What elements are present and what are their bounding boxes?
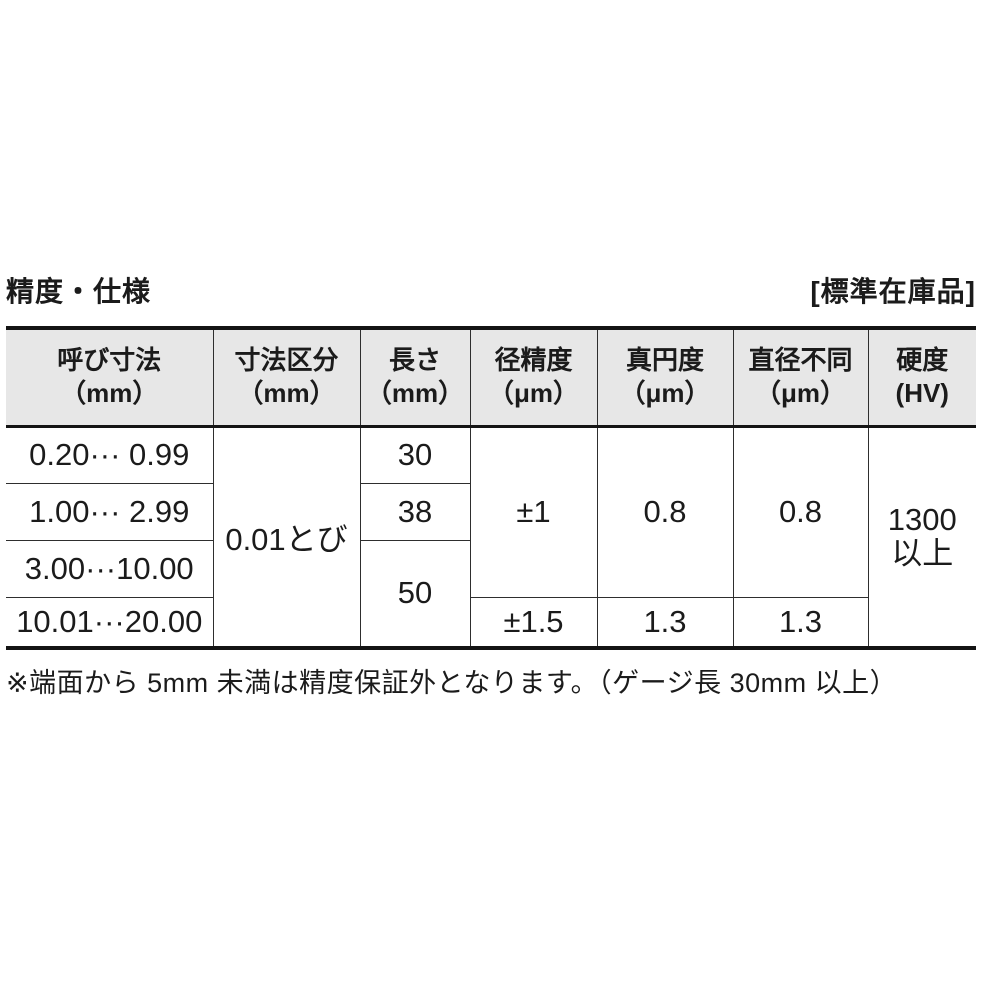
col-header-unit: （mm） xyxy=(60,378,159,409)
cell-roundness: 1.3 xyxy=(596,596,734,649)
col-header-label: 寸法区分 xyxy=(234,345,339,376)
cell-nominal-size: 3.00···10.00 xyxy=(6,539,214,598)
col-header-hardness: 硬度 (HV) xyxy=(867,327,976,428)
col-header-dia-accuracy: 径精度 （μm） xyxy=(469,327,598,428)
col-header-label: 呼び寸法 xyxy=(57,345,162,376)
cell-hardness: 1300 以上 xyxy=(867,425,976,649)
hardness-qualifier: 以上 xyxy=(891,535,954,571)
col-header-size-step: 寸法区分 （mm） xyxy=(212,327,361,428)
col-header-unit: （μm） xyxy=(754,378,847,409)
col-header-label: 径精度 xyxy=(494,345,573,376)
spec-table: 呼び寸法 （mm） 寸法区分 （mm） 長さ （mm） 径精度 （μm） 真円度 xyxy=(6,326,976,650)
col-header-unit: （μm） xyxy=(487,378,580,409)
col-header-label: 硬度 xyxy=(896,345,949,376)
cell-nominal-size: 10.01···20.00 xyxy=(6,596,214,649)
col-header-roundness: 真円度 （μm） xyxy=(596,327,734,428)
header-row: 呼び寸法 （mm） 寸法区分 （mm） 長さ （mm） 径精度 （μm） 真円度 xyxy=(6,327,976,428)
col-header-label: 長さ xyxy=(388,345,441,376)
col-header-unit: （mm） xyxy=(237,378,336,409)
cell-dia-variation: 0.8 xyxy=(732,425,869,598)
col-header-unit: （μm） xyxy=(619,378,711,409)
col-header-unit: (HV) xyxy=(895,378,949,409)
col-header-nominal-size: 呼び寸法 （mm） xyxy=(6,327,214,428)
cell-dia-accuracy: ±1.5 xyxy=(469,596,598,649)
col-header-length: 長さ （mm） xyxy=(359,327,471,428)
table-row: 1.00··· 2.99 38 xyxy=(6,482,976,541)
cell-dia-accuracy: ±1 xyxy=(469,425,598,598)
col-header-unit: （mm） xyxy=(365,378,465,409)
stock-status-label: [標準在庫品] xyxy=(810,276,976,307)
cell-length: 38 xyxy=(359,482,471,541)
section-title: 精度・仕様 xyxy=(6,276,152,307)
cell-size-step: 0.01とび xyxy=(212,425,361,649)
col-header-label: 直径不同 xyxy=(748,345,853,376)
table-row: 10.01···20.00 ±1.5 1.3 1.3 xyxy=(6,596,976,649)
footnote: ※端面から 5mm 未満は精度保証外となります。（ゲージ長 30mm 以上） xyxy=(6,668,898,698)
header-bar: 精度・仕様 [標準在庫品] xyxy=(6,270,976,310)
cell-length: 30 xyxy=(359,425,471,484)
cell-roundness: 0.8 xyxy=(596,425,734,598)
table-row: 0.20··· 0.99 0.01とび 30 ±1 0.8 0.8 1300 以… xyxy=(6,425,976,649)
col-header-dia-variation: 直径不同 （μm） xyxy=(732,327,869,428)
hardness-value: 1300 xyxy=(887,501,957,537)
col-header-label: 真円度 xyxy=(625,345,704,376)
cell-dia-variation: 1.3 xyxy=(732,596,869,649)
table-row: 3.00···10.00 50 xyxy=(6,539,976,649)
cell-nominal-size: 1.00··· 2.99 xyxy=(6,482,214,541)
cell-nominal-size: 0.20··· 0.99 xyxy=(6,425,214,484)
cell-length: 50 xyxy=(359,539,471,649)
